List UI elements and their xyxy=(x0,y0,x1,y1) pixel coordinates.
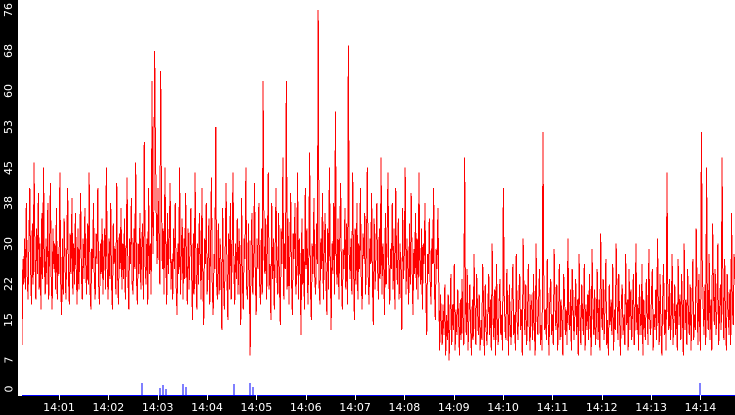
x-tick-label: 14:06 xyxy=(289,401,322,414)
x-tick-label: 14:13 xyxy=(635,401,667,414)
x-tick-label: 14:11 xyxy=(536,401,569,414)
y-tick-label: 0 xyxy=(2,385,15,393)
y-tick-mark xyxy=(18,360,22,361)
x-tick-label: 14:03 xyxy=(141,401,174,414)
x-tick-mark xyxy=(602,395,603,400)
series-traffic-in-line xyxy=(22,10,735,361)
x-tick-mark xyxy=(207,395,208,400)
x-tick-mark xyxy=(306,395,307,400)
x-tick-label: 14:10 xyxy=(487,401,519,414)
y-tick-label: 22 xyxy=(2,277,15,292)
x-tick-mark xyxy=(651,395,652,400)
x-axis-band xyxy=(0,396,735,415)
x-tick-mark xyxy=(552,395,553,400)
x-tick-label: 14:04 xyxy=(191,401,223,414)
x-tick-label: 14:12 xyxy=(585,401,618,414)
y-tick-mark xyxy=(18,395,22,396)
x-tick-mark xyxy=(108,395,109,400)
x-tick-label: 14:05 xyxy=(240,401,273,414)
x-tick-label: 14:08 xyxy=(388,401,421,414)
y-axis-band xyxy=(0,0,18,396)
x-tick-mark xyxy=(355,395,356,400)
x-tick-mark xyxy=(158,395,159,400)
x-tick-mark xyxy=(503,395,504,400)
y-tick-mark xyxy=(18,320,22,321)
y-tick-label: 7 xyxy=(2,356,15,364)
x-tick-label: 14:07 xyxy=(339,401,371,414)
plot-svg xyxy=(22,10,735,396)
y-tick-mark xyxy=(18,51,22,52)
x-tick-label: 14:14 xyxy=(684,401,717,414)
y-tick-label: 30 xyxy=(2,236,15,251)
x-tick-mark xyxy=(256,395,257,400)
y-tick-label: 53 xyxy=(2,119,15,134)
y-tick-mark xyxy=(18,203,22,204)
y-tick-label: 60 xyxy=(2,84,15,99)
x-tick-label: 14:09 xyxy=(437,401,470,414)
x-tick-mark xyxy=(59,395,60,400)
y-tick-mark xyxy=(18,91,22,92)
x-tick-mark xyxy=(700,395,701,400)
y-tick-label: 68 xyxy=(2,43,15,58)
y-tick-label: 45 xyxy=(2,160,15,175)
y-tick-mark xyxy=(18,244,22,245)
y-tick-label: 76 xyxy=(2,3,15,18)
y-tick-label: 38 xyxy=(2,196,15,211)
y-tick-mark xyxy=(18,10,22,11)
y-tick-label: 15 xyxy=(2,312,15,327)
x-tick-mark xyxy=(454,395,455,400)
x-tick-label: 14:01 xyxy=(43,401,75,414)
x-tick-mark xyxy=(404,395,405,400)
plot-area xyxy=(22,0,735,396)
y-tick-mark xyxy=(18,127,22,128)
x-tick-label: 14:02 xyxy=(92,401,125,414)
y-tick-mark xyxy=(18,168,22,169)
series-traffic-out-spikes xyxy=(141,383,701,396)
y-tick-mark xyxy=(18,284,22,285)
